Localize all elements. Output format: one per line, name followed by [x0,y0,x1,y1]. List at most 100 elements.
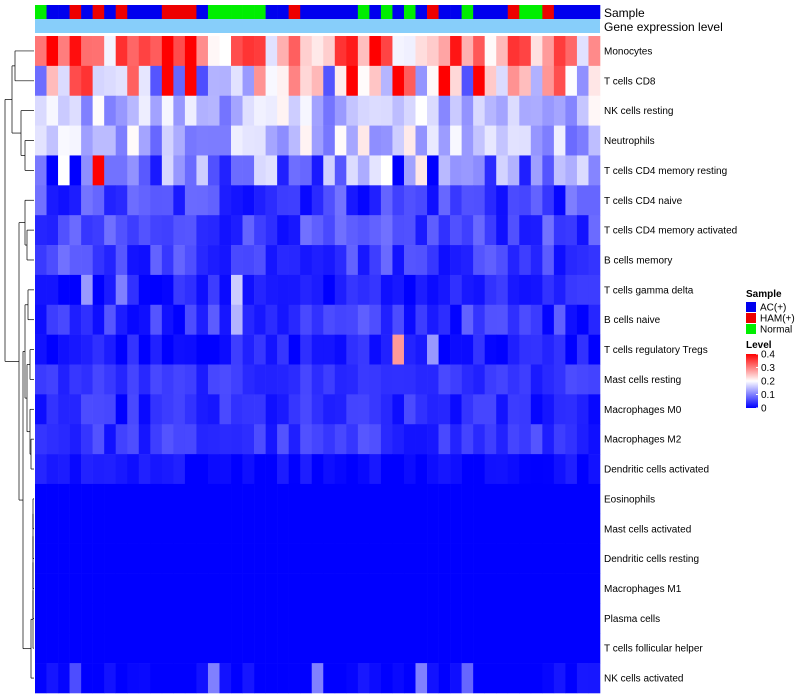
heatmap-cell [231,334,243,365]
row-label: Dendritic cells activated [604,465,709,476]
sample-strip-cell [369,5,382,19]
heatmap-cell [254,603,266,634]
heatmap-cell [519,483,532,515]
heatmap-cell [553,603,566,634]
heatmap-cell [161,245,174,276]
heatmap-cell [438,155,451,186]
heatmap-cell [277,155,289,186]
heatmap-cell [496,454,509,485]
heatmap-cell [392,334,405,365]
heatmap-cell [461,513,474,544]
heatmap-cell [461,95,474,126]
heatmap-cell [357,394,370,425]
heatmap-cell [184,95,197,126]
heatmap-cell [69,215,82,246]
heatmap-cell [127,274,140,306]
heatmap-cell [346,364,359,395]
heatmap-cell [392,215,405,246]
heatmap-cell [484,95,497,126]
heatmap-cell [207,394,220,425]
heatmap-cell [242,424,255,455]
heatmap-cell [542,274,555,306]
heatmap-cell [277,334,289,365]
heatmap-cell [46,364,59,395]
heatmap-cell [231,245,243,276]
heatmap-cell [438,95,451,126]
heatmap-cell [58,364,70,395]
sample-strip-cell [69,5,82,19]
heatmap-cell [484,185,497,216]
heatmap-cell [265,245,278,276]
heatmap-cell [184,513,197,544]
heatmap-cell [450,424,462,455]
sample-strip-cell [403,5,416,19]
heatmap-cell [461,394,474,425]
heatmap-cell [357,543,370,574]
heatmap-cell [161,125,174,156]
heatmap-cell [380,603,393,634]
heatmap-cell [207,245,220,276]
heatmap-cell [323,424,336,455]
heatmap-cell [300,304,313,335]
heatmap-cell [288,633,301,664]
heatmap-cell [207,513,220,544]
row-label: T cells gamma delta [604,285,694,296]
heatmap-cell [403,513,416,544]
level-colorbar [746,354,758,408]
heatmap-cell [438,513,451,544]
heatmap-cell [415,36,428,67]
heatmap-cell [46,215,59,246]
heatmap-cell [357,424,370,455]
heatmap-cell [323,543,336,574]
heatmap-cell [265,65,278,97]
heatmap-cell [288,274,301,306]
heatmap-cell [46,424,59,455]
heatmap-cell [173,454,186,485]
heatmap-cell [553,304,566,335]
heatmap-cell [288,454,301,485]
heatmap-cell [219,424,232,455]
heatmap-cell [138,424,151,455]
heatmap-cell [265,364,278,395]
heatmap-cell [484,36,497,67]
heatmap-cell [530,155,543,186]
heatmap-cell [565,603,578,634]
heatmap-cell [380,215,393,246]
heatmap-cell [403,185,416,216]
heatmap-cell [242,155,255,186]
heatmap-cell [565,663,578,694]
heatmap-cell [254,424,266,455]
sample-strip-cell [461,5,474,19]
heatmap-cell [530,454,543,485]
heatmap-cell [415,483,428,515]
heatmap-cell [150,185,163,216]
heatmap-cell [553,483,566,515]
heatmap-cell [288,215,301,246]
heatmap-cell [219,483,232,515]
heatmap-cell [323,454,336,485]
heatmap-cell [380,185,393,216]
heatmap-cell [81,95,93,126]
heatmap-cell [219,663,232,694]
heatmap-cell [450,155,462,186]
heatmap-cell [288,424,301,455]
heatmap-cell [403,483,416,515]
heatmap-cell [496,424,509,455]
heatmap-cell [138,185,151,216]
heatmap-cell [196,36,209,67]
heatmap-cell [311,334,324,365]
heatmap-cell [184,424,197,455]
heatmap-cell [300,394,313,425]
heatmap-cell [542,185,555,216]
heatmap-cell [173,65,186,97]
level-legend-tick-label: 0.3 [761,363,775,374]
heatmap-cell [461,663,474,694]
heatmap-cell [81,483,93,515]
heatmap-cell [277,304,289,335]
heatmap-cell [461,245,474,276]
heatmap-cell [450,633,462,664]
heatmap-cell [184,65,197,97]
heatmap-cell [507,394,520,425]
heatmap-cell [184,633,197,664]
row-label: Neutrophils [604,136,655,147]
